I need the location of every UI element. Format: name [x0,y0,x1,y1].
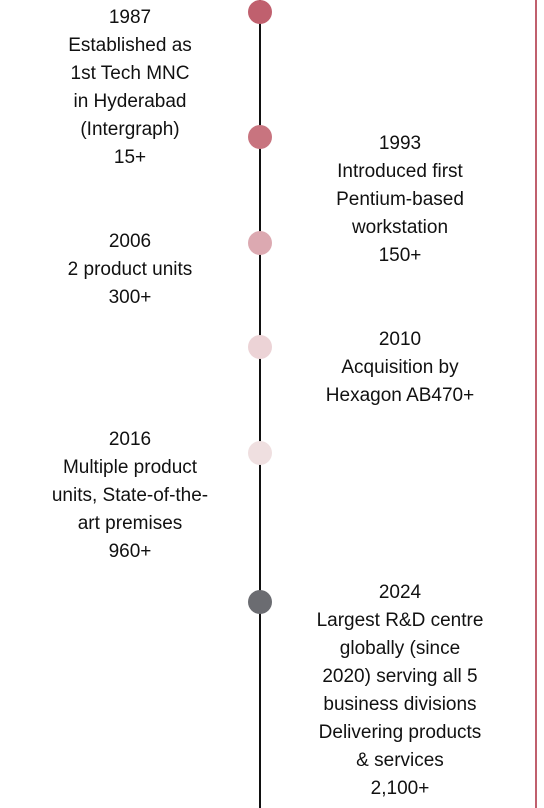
right-border [535,0,537,808]
timeline-dot [248,590,272,614]
entry-text: business divisions [323,694,477,715]
entry-text: (Intergraph) [80,119,180,140]
entry-year: 2010 [378,329,422,350]
entry-text: Largest R&D centre [316,610,484,631]
entry-text: 300+ [108,287,152,308]
entry-text: in Hyderabad [73,91,187,112]
entry-text: 2 product units [67,259,193,280]
entry-text: & services [356,750,444,771]
timeline-dot [248,231,272,255]
timeline-dot [248,441,272,465]
entry-text: units, State-of-the- [51,485,209,506]
timeline-entry: 1993 Introduced first Pentium-based worksta… [264,130,536,270]
entry-text: Delivering products [318,722,482,743]
entry-year: 2016 [108,429,152,450]
timeline-entry: 2024 Largest R&D centre globally (since 202… [264,579,536,803]
entry-text: 150+ [378,245,422,266]
entry-text: Multiple product [62,457,198,478]
entry-text: workstation [351,217,449,238]
entry-year: 2024 [378,582,422,603]
entry-text: art premises [77,513,183,534]
timeline-entry: 2006 2 product units 300+ [0,228,260,312]
entry-text: Hexagon AB470+ [325,385,475,406]
entry-year: 1993 [378,133,422,154]
entry-text: Introduced first [337,161,463,182]
timeline-dot [248,0,272,24]
entry-text: 2,100+ [370,778,430,799]
entry-text: 1st Tech MNC [70,63,190,84]
timeline-entry: 2010 Acquisition by Hexagon AB470+ [264,326,536,410]
entry-year: 2006 [108,231,152,252]
entry-text: globally (since [339,638,461,659]
entry-text: Established as [68,35,192,56]
entry-year: 1987 [108,7,152,28]
timeline-entry: 1987 Established as 1st Tech MNC in Hyderab… [0,4,260,172]
entry-text: 2020) serving all 5 [322,666,478,687]
timeline-axis [259,0,261,808]
entry-text: 15+ [113,147,147,168]
entry-text: Pentium-based [336,189,464,210]
timeline-dot [248,125,272,149]
entry-text: 960+ [108,541,152,562]
timeline-entry: 2016 Multiple product units, State-of-the-… [0,426,260,566]
timeline-dot [248,335,272,359]
entry-text: Acquisition by [341,357,459,378]
